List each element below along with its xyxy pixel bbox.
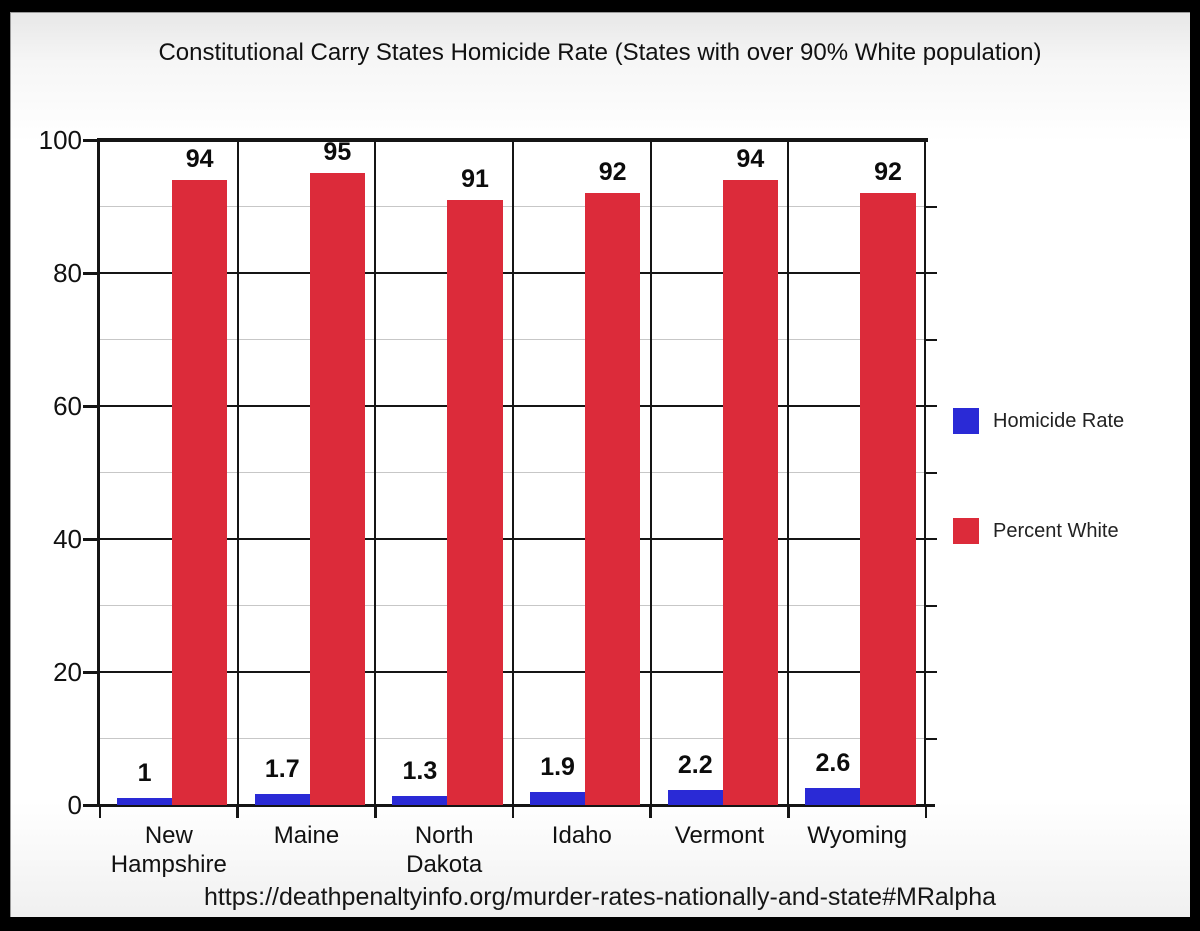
chart-title: Constitutional Carry States Homicide Rat…	[158, 39, 1042, 66]
legend-label: Homicide Rate	[993, 409, 1125, 432]
percent-white-value-label: 94	[185, 144, 214, 173]
y-axis-tick	[83, 138, 100, 142]
category-divider	[374, 140, 377, 805]
percent-white-value-label: 95	[323, 138, 352, 167]
x-axis-tick	[98, 805, 102, 818]
y-axis-right-tick	[926, 205, 937, 208]
category-divider	[512, 140, 514, 805]
percent-white-value-label: 94	[736, 144, 765, 173]
legend-item-homicide-rate: Homicide Rate	[953, 408, 1124, 434]
plot-area: 1 94 1.7 95 1.3 91 1.9 92 2.2 94 2.6 92	[97, 138, 935, 807]
homicide-rate-bar	[667, 790, 723, 805]
x-axis-tick	[374, 805, 377, 818]
x-axis-tick	[924, 805, 928, 818]
x-axis-label: Vermont	[674, 822, 765, 849]
y-axis-right-tick	[926, 671, 937, 673]
percent-white-bar	[172, 179, 228, 805]
percent-white-bar	[447, 199, 503, 805]
homicide-rate-value-label: 1.9	[540, 753, 575, 782]
category-divider	[649, 140, 652, 805]
y-axis-tick	[83, 271, 100, 275]
homicide-rate-value-label: 1.3	[402, 757, 438, 786]
chart-page: Constitutional Carry States Homicide Rat…	[10, 12, 1190, 917]
x-axis-label: Maine	[273, 822, 340, 849]
homicide-rate-bar	[392, 796, 448, 805]
homicide-rate-value-label: 1	[137, 759, 152, 788]
legend-label: Percent White	[993, 519, 1119, 542]
percent-white-bar	[860, 193, 916, 805]
plot-border-left	[97, 140, 100, 805]
homicide-rate-swatch	[953, 408, 979, 434]
homicide-rate-bar	[117, 798, 173, 805]
homicide-rate-bar	[805, 787, 861, 805]
y-axis-right-tick	[926, 471, 937, 474]
percent-white-bar	[722, 179, 778, 805]
y-axis-label: 60	[53, 391, 82, 421]
y-axis-tick	[83, 404, 100, 408]
category-divider	[787, 140, 790, 805]
y-axis-right-tick	[926, 338, 937, 341]
y-axis-right-tick	[926, 405, 937, 407]
plot-border-bottom	[97, 804, 935, 807]
y-axis-tick	[83, 670, 100, 674]
plot-border-top	[97, 138, 928, 142]
x-axis-label: Wyoming	[807, 822, 908, 849]
y-axis-label: 40	[53, 524, 82, 554]
source-url: https://deathpenaltyinfo.org/murder-rate…	[203, 883, 997, 911]
x-axis-label: Idaho	[551, 822, 612, 849]
x-axis-tick	[511, 805, 515, 818]
homicide-rate-bar	[254, 793, 310, 805]
percent-white-value-label: 91	[461, 164, 489, 193]
y-axis-right-tick	[926, 737, 937, 740]
y-axis-right-tick	[926, 272, 937, 274]
plot-border-right	[924, 140, 926, 805]
x-axis-tick	[649, 805, 652, 818]
y-axis-tick	[83, 537, 100, 541]
legend-item-percent-white: Percent White	[953, 518, 1119, 544]
y-axis-label: 100	[38, 125, 82, 155]
x-axis-label: North Dakota	[406, 822, 483, 878]
homicide-rate-value-label: 1.7	[264, 754, 300, 783]
percent-white-bar	[585, 193, 641, 805]
homicide-rate-value-label: 2.2	[677, 751, 713, 780]
category-divider	[236, 140, 239, 805]
percent-white-swatch	[953, 518, 979, 544]
homicide-rate-bar	[530, 792, 586, 805]
homicide-rate-value-label: 2.6	[815, 748, 851, 777]
y-axis-label: 80	[53, 258, 82, 288]
y-axis-label: 20	[53, 657, 82, 687]
percent-white-value-label: 92	[598, 158, 627, 187]
x-axis-tick	[787, 805, 790, 818]
x-axis-tick	[236, 805, 239, 818]
percent-white-value-label: 92	[874, 158, 902, 187]
x-axis-label: New Hampshire	[110, 822, 227, 878]
y-axis-label: 0	[67, 790, 82, 820]
y-axis-tick	[83, 803, 100, 807]
y-axis-right-tick	[926, 604, 937, 607]
percent-white-bar	[309, 173, 365, 805]
y-axis-right-tick	[926, 538, 937, 540]
